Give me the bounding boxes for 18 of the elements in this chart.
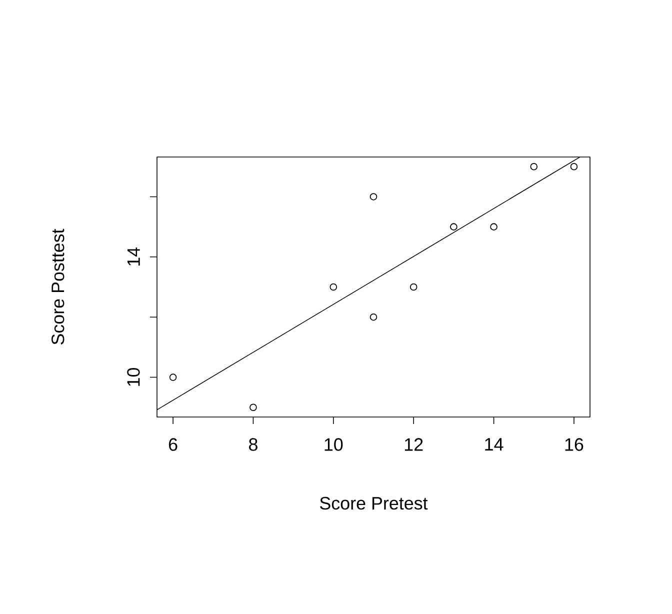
point: [490, 223, 498, 230]
point: [530, 162, 538, 170]
x-tick-label: 16: [565, 438, 584, 451]
y-axis-title: Score Posttest: [52, 228, 64, 344]
point: [370, 313, 378, 321]
point: [570, 162, 578, 170]
point: [410, 283, 418, 291]
x-axis-title: Score Pretest: [320, 496, 428, 510]
x-tick-label: 14: [485, 438, 504, 451]
x-tick-label: 10: [324, 438, 343, 451]
point: [250, 404, 257, 412]
x-tick-label: 12: [404, 438, 423, 451]
point: [370, 193, 378, 200]
point: [169, 374, 177, 381]
x-tick-label: 8: [249, 438, 258, 451]
point: [330, 283, 338, 291]
point: [450, 223, 458, 230]
x-tick-label: 6: [168, 438, 178, 451]
